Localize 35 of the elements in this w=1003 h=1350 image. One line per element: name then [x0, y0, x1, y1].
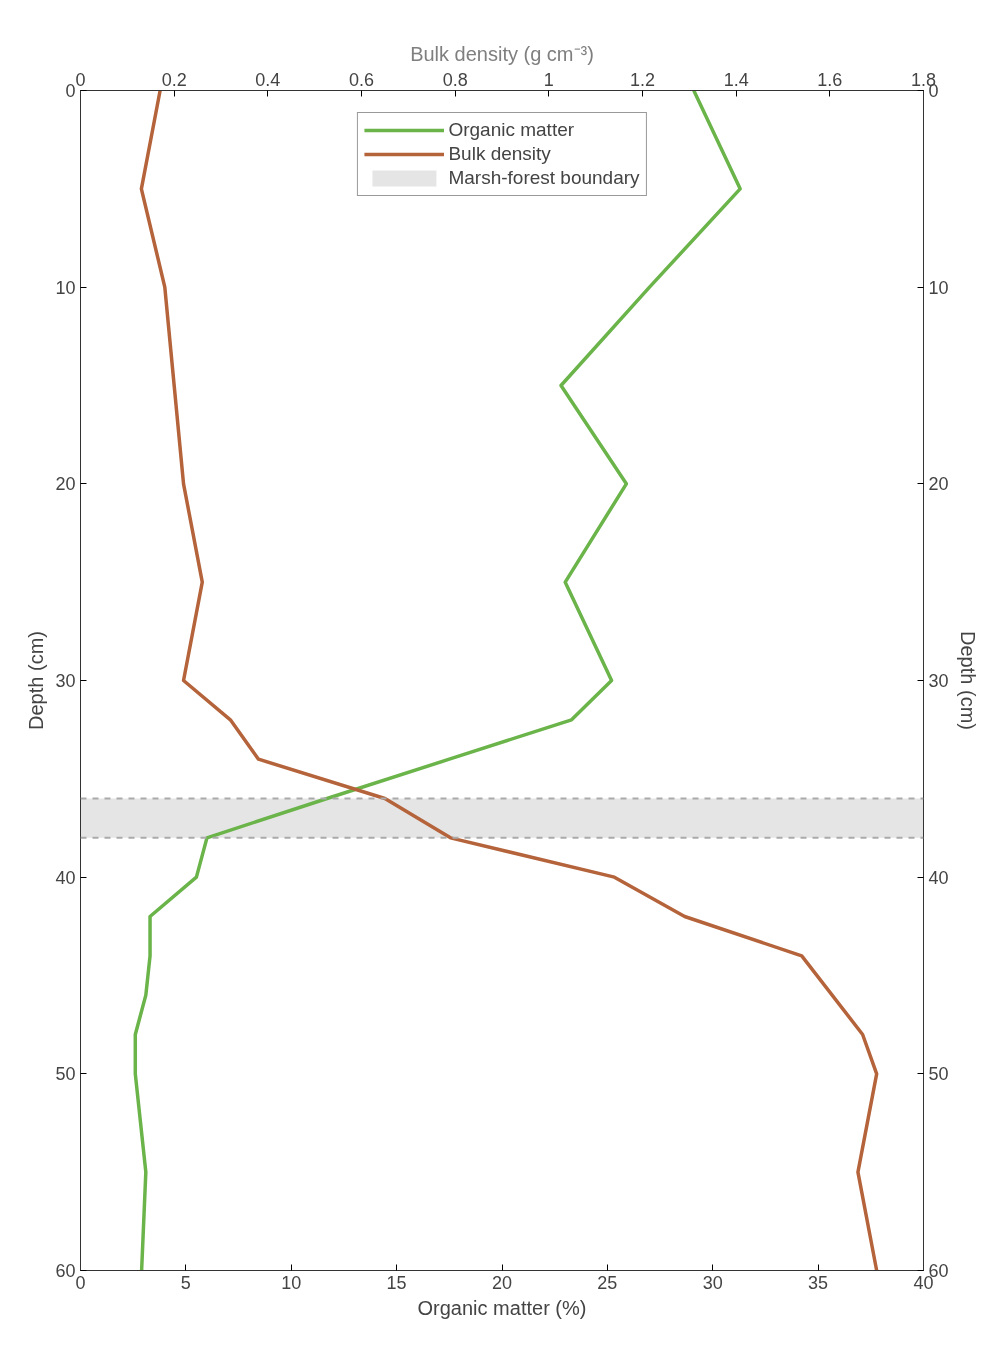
y2-tick-label: 20 — [928, 474, 949, 495]
y-tick-label: 40 — [55, 867, 76, 888]
x2-tick-label: 0.4 — [255, 69, 281, 90]
line-series — [133, 90, 742, 1271]
y-axis-title: Depth (cm) — [25, 631, 48, 730]
y2-tick-label: 30 — [928, 671, 949, 691]
x-tick-label: 25 — [597, 1272, 618, 1293]
x-tick-label: 35 — [808, 1272, 829, 1293]
x2-tick-label: 1 — [543, 69, 554, 90]
x2-axis-title: Bulk density (g cm⁻³) — [410, 42, 594, 65]
y2-tick-label: 40 — [928, 867, 949, 888]
x-tick-label: 20 — [491, 1272, 513, 1293]
legend-label: Marsh-forest boundary — [448, 167, 640, 189]
y-tick-label: 50 — [55, 1064, 76, 1085]
y2-tick-label: 50 — [928, 1064, 949, 1085]
x-tick-label: 10 — [281, 1272, 302, 1293]
y-tick-label: 10 — [55, 277, 76, 298]
x2-tick-label: 1.2 — [629, 69, 656, 90]
x-tick-label: 5 — [180, 1272, 191, 1293]
x2-tick-label: 1.6 — [817, 69, 843, 90]
x-tick-label: 15 — [386, 1272, 407, 1293]
y2-tick-label: 10 — [928, 277, 949, 298]
y-tick-label: 20 — [55, 474, 76, 495]
x-axis-title: Organic matter (%) — [417, 1296, 587, 1319]
x2-tick-label: 0.6 — [348, 69, 375, 90]
y-tick-label: 30 — [55, 671, 76, 691]
x2-tick-label: 0.8 — [442, 69, 468, 90]
legend-label: Bulk density — [448, 143, 551, 165]
y-tick-label: 0 — [65, 81, 76, 101]
y2-axis-title: Depth (cm) — [956, 631, 979, 730]
y-tick-label: 60 — [55, 1261, 76, 1281]
legend-label: Organic matter — [448, 119, 575, 141]
x-tick-label: 30 — [702, 1272, 723, 1293]
x2-tick-label: 1.4 — [723, 69, 749, 90]
x2-tick-label: 0.2 — [161, 69, 187, 90]
